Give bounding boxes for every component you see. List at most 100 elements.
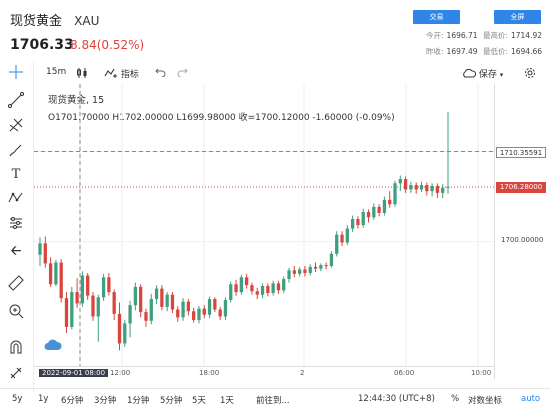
- interval-selector[interactable]: 15m: [46, 67, 67, 77]
- candle-body: [128, 305, 132, 324]
- bottom-toolbar: 5y 1y 6分钟 3分钟 1分钟 5分钟 5天 1天 前往到... 12:44…: [0, 388, 550, 411]
- save-button[interactable]: 保存 ▾: [462, 67, 503, 80]
- candle-body: [292, 270, 296, 274]
- candle-body: [377, 206, 381, 213]
- candle-body: [223, 299, 228, 317]
- magnet-icon[interactable]: [7, 339, 25, 357]
- candle-body: [350, 219, 355, 229]
- ruler-icon[interactable]: [7, 275, 25, 293]
- goto-date-button[interactable]: 前往到...: [256, 396, 290, 406]
- cloud-snapshot-icon[interactable]: [44, 336, 62, 355]
- candle-body: [308, 266, 312, 273]
- candle-body: [414, 185, 418, 190]
- current-price-tag: 1706.28000: [496, 182, 546, 193]
- time-axis[interactable]: 2022-09-01 08:00 12:00 18:00 2 06:00 10:…: [34, 366, 494, 379]
- candle-body: [218, 309, 222, 317]
- candle-body: [372, 206, 376, 218]
- low-value: 1694.66: [510, 47, 542, 56]
- instrument-title: 现货黄金 XAU: [10, 10, 99, 29]
- range-button[interactable]: 6分钟: [61, 396, 84, 406]
- candle-body: [340, 234, 344, 243]
- candle-type-icon[interactable]: [76, 67, 88, 82]
- candle-body: [313, 266, 318, 269]
- auto-scale-toggle[interactable]: auto: [521, 394, 541, 404]
- candle-body: [123, 323, 127, 344]
- candle-body: [335, 234, 339, 254]
- candle-body: [133, 286, 138, 306]
- percent-toggle[interactable]: %: [451, 394, 460, 404]
- candle-body: [297, 269, 302, 274]
- candle-body: [239, 277, 243, 293]
- candle-body: [398, 178, 402, 184]
- redo-icon[interactable]: [177, 67, 188, 80]
- candle-body: [276, 283, 281, 291]
- candle-body: [176, 309, 180, 318]
- drawing-toolbar: T 🡠: [0, 62, 34, 392]
- log-scale-toggle[interactable]: 对数坐标: [468, 396, 503, 406]
- time-tick-5: 10:00: [471, 369, 492, 377]
- candle-body: [96, 297, 100, 317]
- text-tool-icon[interactable]: T: [11, 167, 21, 182]
- range-button[interactable]: 5天: [192, 396, 206, 406]
- range-button[interactable]: 1分钟: [127, 396, 150, 406]
- candle-body: [202, 308, 206, 315]
- range-button[interactable]: 5y: [12, 394, 23, 404]
- measure-tool-icon[interactable]: [7, 215, 25, 233]
- chart-toolbar: 15m 指标 保存 ▾: [0, 62, 550, 84]
- candle-body: [430, 185, 434, 192]
- candle-body: [245, 277, 249, 286]
- candle-body: [255, 291, 259, 295]
- candle-body: [197, 308, 201, 320]
- stats-row-2: 昨收: 1697.49 最低价: 1694.66: [423, 46, 542, 57]
- candle-body: [229, 284, 233, 300]
- candle-body: [181, 301, 185, 318]
- crosshair-icon[interactable]: [7, 64, 25, 82]
- crosshair-price-tag: 1710.35591: [496, 147, 546, 158]
- high-value: 1714.92: [510, 31, 542, 40]
- candle-body: [366, 212, 371, 218]
- clock-timezone[interactable]: 12:44:30 (UTC+8): [358, 394, 435, 404]
- range-button[interactable]: 3分钟: [94, 396, 117, 406]
- candle-body: [266, 286, 270, 293]
- open-label: 今开:: [426, 31, 444, 40]
- fullscreen-button[interactable]: 全屏: [494, 10, 541, 24]
- lock-drawing-icon[interactable]: [7, 365, 25, 383]
- candle-body: [70, 292, 74, 327]
- price-axis[interactable]: 1710.35591 1706.28000 1700.00000: [494, 84, 550, 379]
- prev-close-value: 1697.49: [446, 47, 478, 56]
- settings-gear-icon[interactable]: [524, 67, 536, 82]
- candle-body: [409, 185, 413, 190]
- range-button[interactable]: 1天: [220, 396, 234, 406]
- candle-body: [139, 286, 143, 313]
- candle-body: [441, 187, 445, 193]
- cloud-icon: [463, 68, 477, 78]
- indicators-icon: [104, 68, 117, 78]
- candle-body: [54, 262, 58, 285]
- candlestick-chart: [34, 84, 494, 366]
- arrow-left-icon[interactable]: 🡠: [10, 244, 22, 259]
- trade-button[interactable]: 交易: [413, 10, 460, 24]
- candle-body: [192, 311, 196, 320]
- candle-body: [403, 178, 408, 190]
- candle-body: [59, 262, 63, 299]
- candle-body: [170, 294, 175, 310]
- zoom-in-icon[interactable]: [7, 303, 25, 321]
- pattern-icon[interactable]: [7, 190, 25, 208]
- chevron-down-icon: ▾: [499, 71, 504, 79]
- brush-icon[interactable]: [7, 142, 25, 160]
- candle-body: [324, 265, 328, 267]
- trend-line-icon[interactable]: [7, 92, 25, 110]
- save-label: 保存: [478, 70, 497, 80]
- candle-body: [282, 279, 286, 291]
- instrument-name: 现货黄金: [10, 14, 63, 29]
- candle-body: [393, 183, 397, 205]
- candle-body: [75, 292, 79, 304]
- range-button[interactable]: 5分钟: [160, 396, 183, 406]
- chart-area[interactable]: [34, 84, 494, 379]
- candle-body: [388, 199, 392, 205]
- last-price: 1706.33: [10, 37, 74, 53]
- undo-icon[interactable]: [155, 67, 166, 80]
- indicators-button[interactable]: 指标: [104, 67, 139, 80]
- range-button[interactable]: 1y: [38, 394, 49, 404]
- fork-tool-icon[interactable]: [7, 117, 25, 135]
